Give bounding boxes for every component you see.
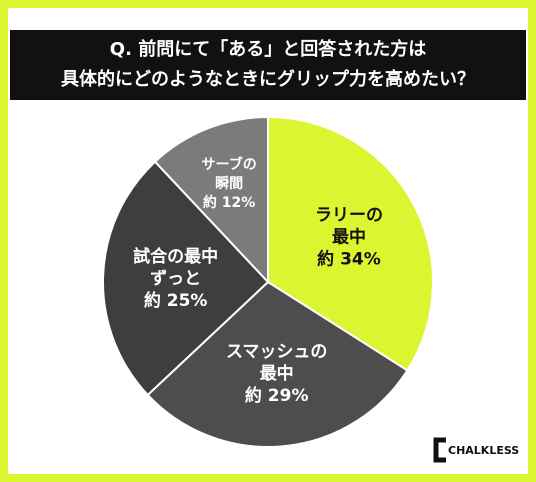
slice-label: ずっと <box>150 269 201 289</box>
chart-title: 具体的にどのようなときにグリップ力を高めたい？ <box>61 68 475 90</box>
pie-slice <box>146 280 409 448</box>
slice-label: ラリーの <box>315 205 383 225</box>
logo: CHALKLESS <box>433 437 519 463</box>
chart-title: Q. 前問にて「ある」と回答された方は <box>110 38 426 60</box>
title-banner <box>10 30 526 100</box>
value-label: 約 29% <box>245 385 309 406</box>
logo-text: CHALKLESS <box>448 444 519 457</box>
value-label: 約 25% <box>144 290 208 311</box>
slice-label: 瞬間 <box>215 175 243 192</box>
pie-slice <box>153 115 269 285</box>
slice-label: スマッシュの <box>226 342 328 362</box>
value-label: 約 12% <box>203 194 255 211</box>
slice-label: 最中 <box>332 226 366 247</box>
pie-slice <box>102 160 270 397</box>
slice-label: サーブの <box>202 156 257 173</box>
logo-icon <box>433 437 446 463</box>
value-label: 約 34% <box>317 248 381 269</box>
slice-label: 試合の最中 <box>133 246 218 267</box>
slice-label: 最中 <box>260 363 294 384</box>
